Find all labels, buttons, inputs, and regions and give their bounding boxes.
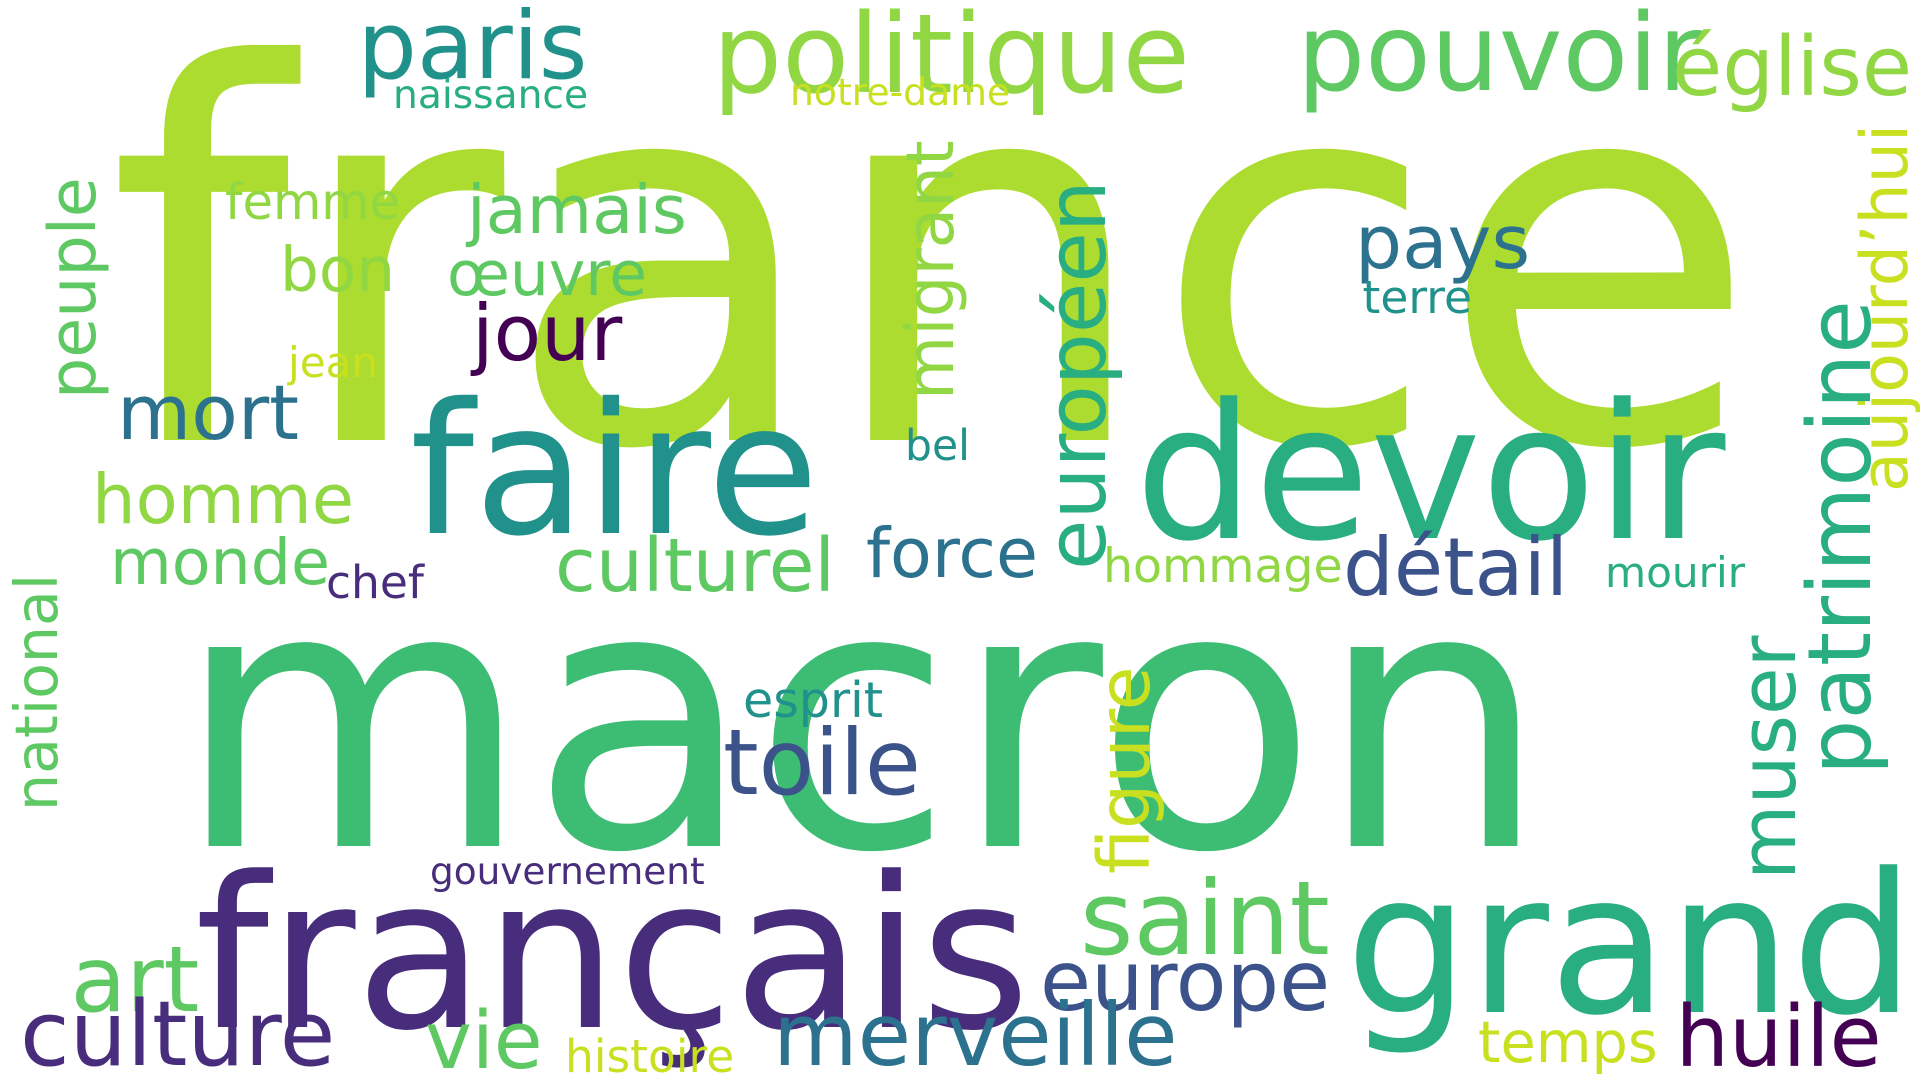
word-national: national <box>3 573 71 811</box>
word-monde: monde <box>110 525 330 599</box>
word-notre-dame: notre-dame <box>790 69 1011 114</box>
word-homme: homme <box>92 459 355 540</box>
word-vie: vie <box>425 994 543 1080</box>
word-paris: paris <box>357 0 588 101</box>
word-merveille: merveille <box>773 985 1178 1080</box>
word-france: france <box>107 0 1759 563</box>
word-chef: chef <box>326 555 424 609</box>
word-francais: français <box>195 832 1031 1077</box>
word-jean: jean <box>288 337 379 387</box>
word-jour: jour <box>472 289 623 379</box>
word-migrant: migrant <box>891 140 969 400</box>
word-temps: temps <box>1478 1009 1658 1076</box>
word-esprit: esprit <box>743 670 884 729</box>
word-saint: saint <box>1080 859 1330 979</box>
word-bon: bon <box>280 234 396 306</box>
word-pouvoir: pouvoir <box>1297 0 1703 116</box>
word-devoir: devoir <box>1135 365 1726 583</box>
word-faire: faire <box>410 364 819 576</box>
word-bel: bel <box>905 422 970 471</box>
word-force: force <box>866 515 1038 594</box>
word-histoire: histoire <box>565 1030 735 1080</box>
word-mort: mort <box>117 367 300 457</box>
word-detail: détail <box>1343 520 1569 614</box>
word-pays: pays <box>1355 199 1531 286</box>
word-europeen: européen <box>1029 180 1125 570</box>
word-art: art <box>70 927 200 1033</box>
word-naissance: naissance <box>393 73 589 118</box>
word-eglise: église <box>1672 19 1913 115</box>
word-hommage: hommage <box>1103 538 1343 594</box>
word-peuple: peuple <box>35 176 111 399</box>
word-culture: culture <box>20 982 336 1080</box>
word-mourir: mourir <box>1605 547 1746 597</box>
word-macron: macron <box>175 508 1549 932</box>
word-politique: politique <box>712 0 1190 118</box>
word-terre: terre <box>1362 270 1472 324</box>
word-toile: toile <box>723 710 921 816</box>
word-culturel: culturel <box>555 522 836 609</box>
word-grand: grand <box>1345 830 1915 1058</box>
word-femme: femme <box>225 172 401 231</box>
word-muser: muser <box>1724 635 1814 880</box>
word-gouvernement: gouvernement <box>430 848 705 893</box>
word-oeuvre: œuvre <box>447 238 648 310</box>
word-europe: europe <box>1040 933 1331 1030</box>
word-huile: huile <box>1675 988 1882 1080</box>
word-jamais: jamais <box>467 170 687 249</box>
word-figure: figure <box>1082 666 1166 874</box>
